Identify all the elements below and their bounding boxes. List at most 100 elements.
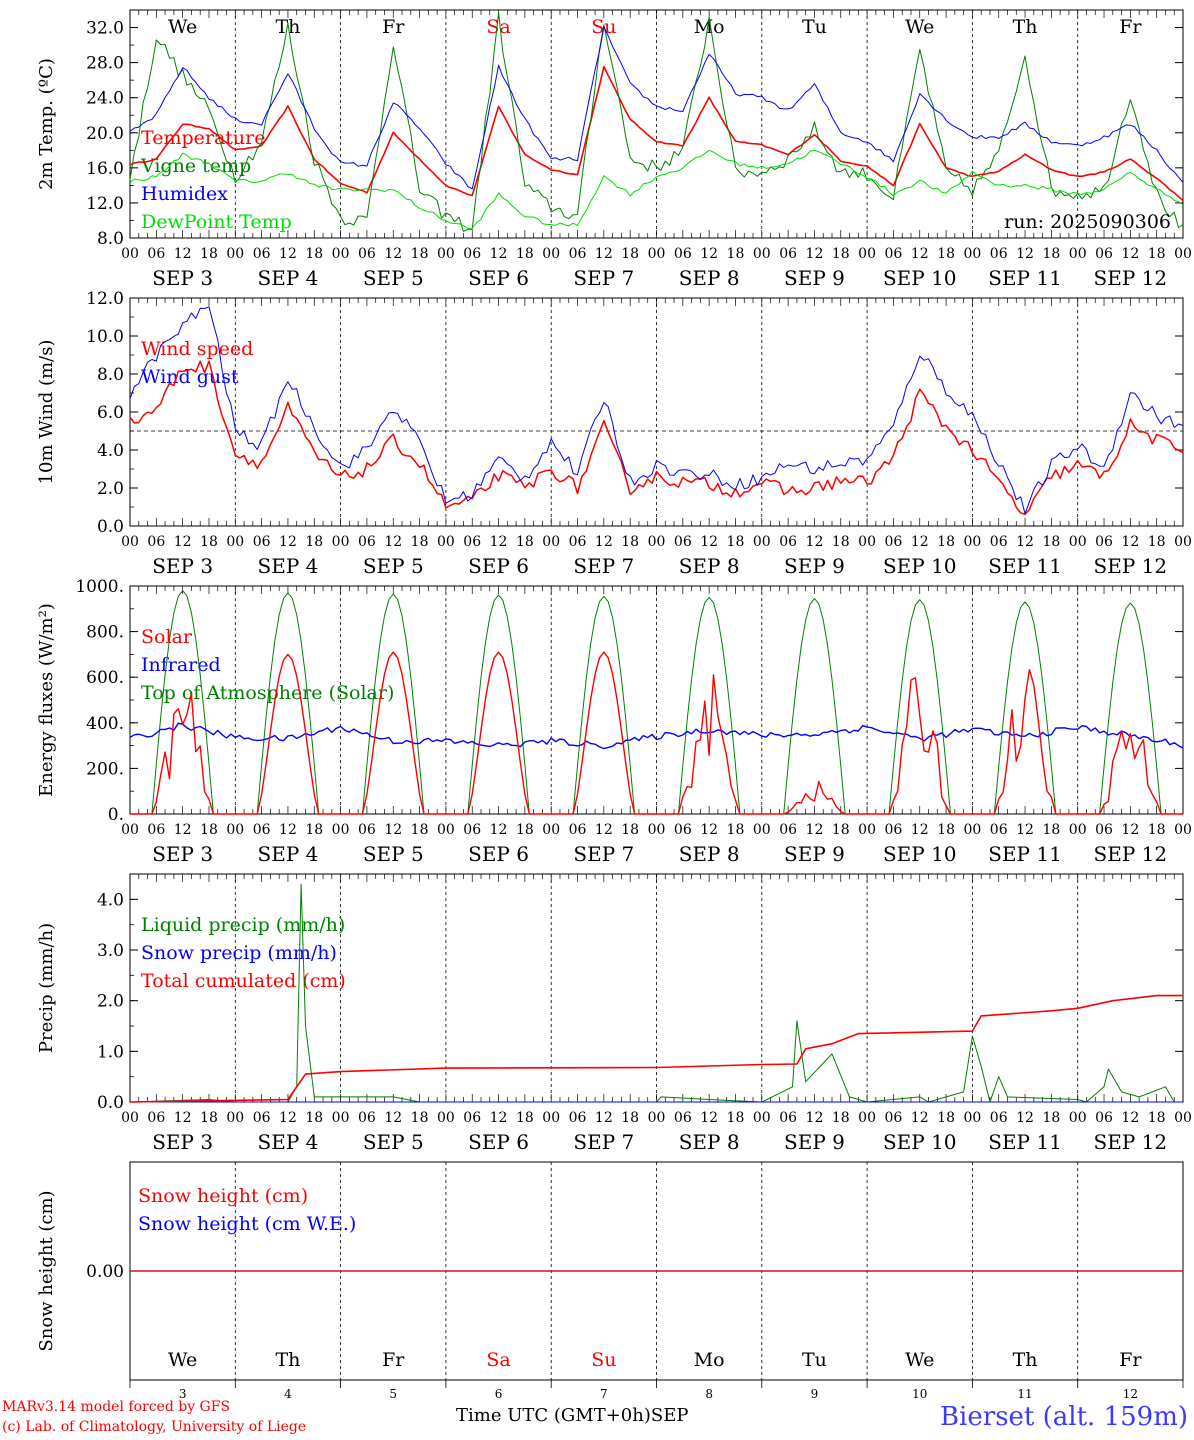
- day-name: Th: [275, 16, 300, 38]
- hour-label: 06: [885, 246, 903, 262]
- hour-label: 12: [806, 822, 824, 838]
- hour-label: 06: [569, 822, 587, 838]
- date-label: SEP 5: [363, 1130, 424, 1154]
- hour-label: 18: [1042, 534, 1060, 550]
- x-axis-title: Time UTC (GMT+0h)SEP: [456, 1405, 689, 1426]
- hour-label: 12: [595, 1110, 613, 1126]
- hour-label: 06: [463, 1110, 481, 1126]
- y-tick-label: 600.: [86, 668, 124, 688]
- hour-label: 12: [490, 822, 508, 838]
- day-name: Th: [1013, 16, 1038, 38]
- day-name: Mo: [694, 16, 725, 38]
- panel-snow: 0.00 Snow height (cm) Snow height (cm) Snow…: [36, 1161, 1184, 1401]
- date-label: SEP 8: [679, 842, 740, 866]
- day-name: We: [168, 16, 197, 38]
- hour-label: 00: [963, 1110, 981, 1126]
- hour-label: 06: [885, 1110, 903, 1126]
- date-label: SEP 7: [573, 266, 634, 290]
- series-wind-speed: [129, 360, 1184, 516]
- series-temperature: [129, 65, 1184, 202]
- day-name: Fr: [382, 1349, 405, 1371]
- hour-label: 06: [463, 246, 481, 262]
- hour-label: 00: [753, 822, 771, 838]
- hour-label: 00: [121, 1110, 139, 1126]
- hour-label: 06: [147, 1110, 165, 1126]
- hour-label: 06: [253, 822, 271, 838]
- hour-label: 00: [121, 822, 139, 838]
- date-label: SEP 7: [573, 842, 634, 866]
- hour-label: 12: [595, 822, 613, 838]
- hour-label: 12: [1121, 1110, 1139, 1126]
- y-tick-label: 16.0: [86, 159, 124, 179]
- day-number: 9: [811, 1387, 819, 1401]
- hour-label: 12: [490, 246, 508, 262]
- date-label: SEP 11: [988, 266, 1062, 290]
- legend-snow-height-cm-: Snow height (cm): [138, 1185, 308, 1207]
- hour-label: 12: [384, 1110, 402, 1126]
- hour-label: 18: [832, 534, 850, 550]
- date-label: SEP 9: [784, 1130, 845, 1154]
- hour-label: 12: [1121, 822, 1139, 838]
- hour-label: 18: [727, 1110, 745, 1126]
- date-label: SEP 3: [152, 554, 213, 578]
- date-label: SEP 5: [363, 842, 424, 866]
- hour-label: 00: [121, 534, 139, 550]
- panel-wind: 0.0 2.0 4.0 6.0 8.0 10.0 12.0 10m Wind (m/s) 00 0…: [36, 289, 1192, 578]
- hour-label: 00: [542, 246, 560, 262]
- hour-label: 18: [937, 1110, 955, 1126]
- y-axis-title: 2m Temp. (ºC): [36, 58, 57, 190]
- hour-label: 18: [621, 1110, 639, 1126]
- hour-label: 18: [200, 1110, 218, 1126]
- hour-label: 18: [200, 246, 218, 262]
- hour-label: 12: [1016, 246, 1034, 262]
- date-label: SEP 3: [152, 266, 213, 290]
- y-tick-label: 400.: [86, 714, 124, 734]
- hour-label: 06: [569, 534, 587, 550]
- day-name: Su: [591, 1349, 616, 1371]
- legend-top-of-atmosphere-solar-: Top of Atmosphere (Solar): [141, 682, 394, 704]
- hour-label: 12: [174, 1110, 192, 1126]
- hour-label: 00: [542, 534, 560, 550]
- day-number: 6: [495, 1387, 503, 1401]
- hour-label: 00: [648, 246, 666, 262]
- hour-label: 12: [806, 246, 824, 262]
- date-label: SEP 8: [679, 554, 740, 578]
- y-tick-label: 3.0: [97, 941, 124, 961]
- date-label: SEP 9: [784, 554, 845, 578]
- date-label: SEP 6: [468, 1130, 529, 1154]
- hour-label: 00: [437, 534, 455, 550]
- station-label: Bierset (alt. 159m): [939, 1402, 1188, 1432]
- date-label: SEP 6: [468, 842, 529, 866]
- hour-label: 06: [990, 246, 1008, 262]
- hour-label: 00: [121, 246, 139, 262]
- credit-line-1: MARv3.14 model forced by GFS: [2, 1399, 231, 1415]
- date-label: SEP 12: [1094, 1130, 1168, 1154]
- date-label: SEP 7: [573, 1130, 634, 1154]
- hour-label: 12: [1121, 246, 1139, 262]
- date-label: SEP 3: [152, 1130, 213, 1154]
- y-tick-label: 8.0: [97, 365, 124, 385]
- hour-label: 12: [911, 1110, 929, 1126]
- hour-label: 06: [674, 822, 692, 838]
- series-dewpoint-temp: [129, 149, 1184, 229]
- hour-label: 18: [1148, 822, 1166, 838]
- hour-label: 06: [1095, 246, 1113, 262]
- hour-label: 12: [700, 534, 718, 550]
- hour-label: 12: [279, 534, 297, 550]
- day-name: We: [905, 16, 934, 38]
- hour-label: 12: [174, 822, 192, 838]
- hour-label: 18: [727, 246, 745, 262]
- hour-label: 18: [727, 822, 745, 838]
- hour-label: 18: [516, 1110, 534, 1126]
- hour-label: 00: [963, 822, 981, 838]
- hour-label: 00: [858, 246, 876, 262]
- hour-label: 06: [990, 822, 1008, 838]
- legend-temperature: Temperature: [141, 127, 265, 149]
- hour-label: 00: [963, 246, 981, 262]
- y-axis-title: Energy fluxes (W/m²): [36, 603, 57, 797]
- hour-label: 06: [779, 1110, 797, 1126]
- hour-label: 18: [516, 534, 534, 550]
- date-label: SEP 12: [1094, 842, 1168, 866]
- legend-solar: Solar: [141, 626, 193, 648]
- hour-label: 12: [490, 534, 508, 550]
